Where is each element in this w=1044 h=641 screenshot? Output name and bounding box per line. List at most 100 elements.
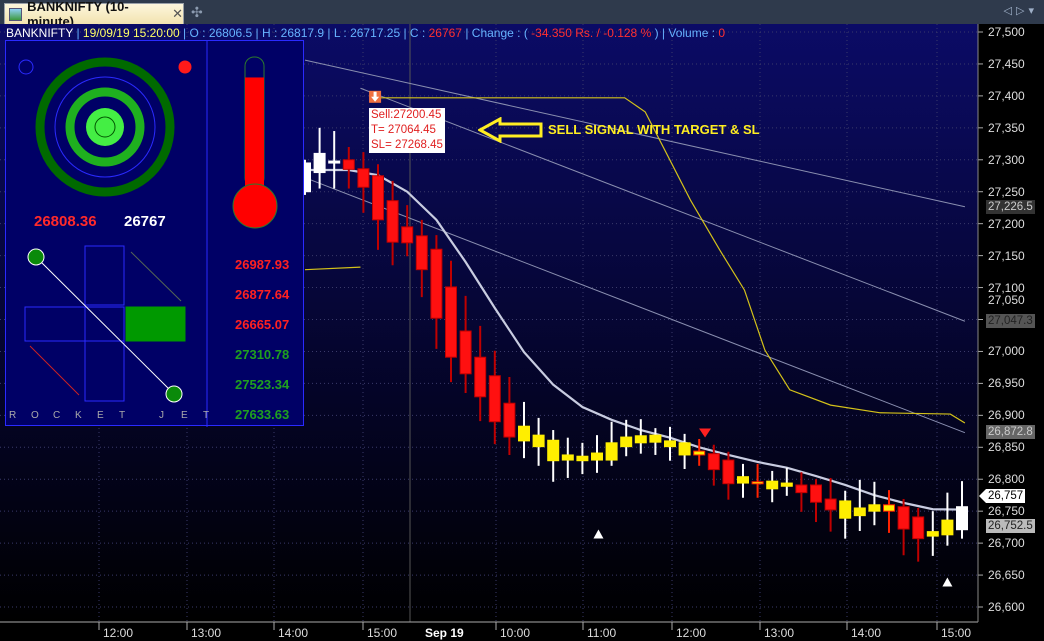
close-label: C : [409, 26, 426, 40]
sep: | [252, 26, 262, 40]
direction-grid [24, 245, 186, 403]
candle [634, 419, 647, 454]
y-tick-label: 27,400 [988, 88, 1025, 103]
candle-body [518, 425, 530, 442]
candle-body [912, 516, 925, 540]
y-tick-label: 26,650 [988, 568, 1025, 583]
target-rings-icon [35, 57, 175, 197]
candle [591, 435, 603, 473]
candle [342, 147, 355, 189]
panel-letter: C [53, 410, 61, 421]
candle-body [824, 498, 837, 511]
y-tick-label: 26,600 [988, 600, 1025, 614]
candle [737, 463, 749, 498]
candle-body [868, 504, 881, 512]
candle [576, 442, 589, 475]
change-label: Change : ( [471, 26, 528, 40]
candle-body [591, 452, 603, 461]
candle-body [605, 442, 618, 461]
yellow-indicator-line [375, 97, 966, 424]
candle [488, 350, 501, 445]
candle [649, 428, 662, 455]
candle [956, 481, 968, 539]
candle-body [357, 168, 370, 188]
x-tick-label: 13:00 [191, 626, 222, 640]
x-tick-label: 14:00 [278, 626, 309, 640]
candle [751, 463, 764, 498]
level-value: 26987.93 [235, 257, 290, 272]
panel-letter: E [97, 410, 104, 421]
candle-body [430, 248, 443, 319]
panel-letter: J [159, 410, 164, 421]
candle [912, 507, 925, 562]
candle-body [547, 439, 560, 462]
price-tag: 26,757 [979, 489, 1026, 504]
candle-body [722, 459, 735, 485]
candle-body [445, 286, 457, 358]
candle [386, 180, 399, 266]
candle [547, 430, 560, 482]
close-icon[interactable]: ✕ [172, 6, 183, 21]
candle-body [956, 506, 968, 531]
close-value: 26767 [428, 26, 462, 40]
ohlc-header: BANKNIFTY | 19/09/19 15:20:00 | O : 2680… [6, 26, 725, 40]
candle [664, 426, 676, 461]
candle [839, 490, 852, 539]
buy-triangle-icon [942, 577, 953, 587]
target-price: T= 27064.45 [371, 124, 436, 136]
next-tab-icon[interactable]: ▷ [1016, 5, 1029, 17]
candle [722, 451, 735, 500]
candle [503, 377, 516, 455]
panel-letter: O [31, 410, 39, 421]
y-tick-label: 27,050 [988, 292, 1025, 307]
y-tick-label: 27,450 [988, 56, 1025, 71]
symbol: BANKNIFTY [6, 26, 74, 40]
level-value: 26665.07 [235, 317, 290, 332]
level-value: 27523.34 [235, 377, 290, 392]
candle [926, 511, 939, 556]
chart-icon [9, 7, 23, 21]
candle-body [634, 435, 647, 444]
annotation-note: SELL SIGNAL WITH TARGET & SL [548, 122, 760, 137]
rocket-jet-panel: 26808.36 26767 26987.93 26877.64 26665.07 2… [5, 40, 304, 427]
y-tick-label: 27,100 [988, 280, 1025, 295]
candle [532, 417, 545, 466]
y-tick-label: 27,200 [988, 216, 1025, 231]
level-value: 26877.64 [235, 287, 290, 302]
candle-body [810, 484, 822, 503]
candle-body [707, 453, 720, 471]
tab-bar: BANKNIFTY (10-minute) ✕ ✣ ◁▷▾ [0, 0, 1044, 29]
moving-average-line [304, 59, 966, 208]
datetime: 19/09/19 15:20:00 [82, 26, 180, 40]
candle [401, 205, 414, 257]
x-tick-label: Sep 19 [425, 626, 464, 640]
chart-tab[interactable]: BANKNIFTY (10-minute) ✕ [4, 0, 184, 29]
prev-tab-icon[interactable]: ◁ [1003, 5, 1016, 17]
candle [868, 481, 881, 526]
y-tick-label: 27,350 [988, 120, 1025, 135]
candle [707, 444, 720, 486]
low-value: L : 26717.25 [333, 26, 401, 40]
plus-icon[interactable]: ✣ [191, 4, 203, 20]
candle [561, 437, 574, 478]
panel-letter: T [119, 410, 126, 421]
volume-value: 0 [718, 26, 726, 40]
candle-body [386, 200, 399, 243]
candle-body [897, 506, 910, 530]
y-tick-label: 27,150 [988, 248, 1025, 263]
sell-triangle-icon [699, 428, 712, 438]
candle-body [401, 226, 414, 244]
candle [313, 127, 326, 189]
candle-body [342, 159, 355, 170]
price-tag: 26,872.8 [986, 425, 1035, 440]
candle [328, 131, 341, 189]
left-arrow-icon [478, 117, 543, 143]
y-tick-label: 27,000 [988, 344, 1025, 359]
candle [941, 492, 954, 546]
candle-body [853, 507, 866, 517]
candle [372, 164, 384, 250]
price-tag: 26,752.5 [986, 519, 1035, 534]
tab-menu-icon[interactable]: ▾ [1028, 5, 1038, 17]
sell-price: Sell:27200.45 [371, 109, 442, 121]
sep: | [461, 26, 472, 40]
